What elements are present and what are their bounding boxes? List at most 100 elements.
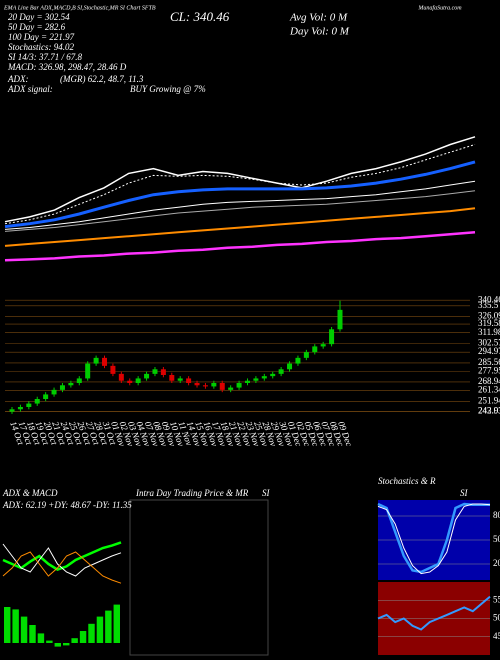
y-tick-label: 45: [493, 631, 500, 641]
bar: [79, 631, 87, 643]
y-tick-label: 285.56: [478, 357, 500, 367]
candle-body: [102, 357, 108, 366]
bar: [37, 633, 45, 643]
candle-body: [287, 363, 293, 370]
y-tick-label: 277.95: [478, 366, 500, 376]
line-series: [2, 551, 122, 584]
candle-body: [93, 357, 99, 364]
y-tick-label: 268.94: [478, 376, 500, 386]
signal-label: ADX signal:: [7, 84, 53, 94]
signal-value: BUY Growing @ 7%: [130, 84, 206, 94]
candle-body: [278, 369, 284, 374]
candle-body: [253, 378, 259, 381]
candle-body: [261, 376, 267, 379]
stat-line: SI 14/3: 37.71 / 67.8: [8, 52, 82, 62]
candle-body: [211, 383, 217, 387]
line-series: [4, 180, 476, 230]
candle-body: [34, 399, 40, 404]
bar: [88, 623, 95, 643]
site: MunafaSutra.com: [417, 4, 462, 11]
line-series: [4, 207, 476, 247]
bar: [105, 610, 112, 643]
intraday-title: Intra Day Trading Price & MR: [135, 488, 249, 498]
candle-body: [320, 344, 326, 347]
y-tick-label: 335.5: [478, 300, 499, 310]
y-tick-label: 243.03: [478, 406, 500, 416]
candle-body: [337, 309, 343, 330]
candle-body: [152, 369, 158, 374]
line-series: [2, 543, 122, 577]
y-tick-label: 80: [493, 510, 500, 520]
bar: [29, 625, 36, 643]
candle-body: [194, 383, 200, 386]
candle-body: [59, 385, 65, 390]
stat-line: MACD: 326.98, 298.47, 28.46 D: [7, 62, 127, 72]
line-series: [4, 144, 476, 225]
adx-label: ADX:: [7, 74, 29, 84]
candle-body: [76, 378, 82, 383]
line-series: [4, 190, 476, 232]
y-tick-label: 242.93: [478, 406, 500, 416]
candle-body: [68, 383, 74, 386]
line-series: [4, 231, 476, 262]
close: CL: 340.46: [170, 9, 230, 24]
y-tick-label: 50: [493, 534, 500, 544]
candle-body: [135, 378, 141, 383]
intraday-box: [129, 499, 269, 656]
day-vol: Day Vol: 0 M: [289, 26, 350, 38]
candle-body: [177, 378, 183, 381]
bar: [113, 604, 120, 643]
y-tick-label: 50: [493, 613, 500, 623]
stat-line: 50 Day = 282.6: [8, 22, 66, 32]
y-tick-label: 340.46: [478, 294, 500, 304]
candle-body: [26, 403, 32, 407]
bar: [4, 607, 11, 643]
candle-body: [312, 346, 318, 353]
candle-body: [9, 409, 15, 412]
line-series: [4, 160, 476, 229]
avg-vol: Avg Vol: 0 M: [289, 12, 348, 24]
candle-body: [127, 380, 133, 383]
candle-body: [244, 380, 250, 383]
bar: [12, 609, 19, 643]
stat-line: 20 Day = 302.54: [8, 12, 70, 22]
stat-line: 100 Day = 221.97: [8, 32, 75, 42]
line-series: [4, 136, 476, 223]
candle-body: [295, 357, 301, 364]
candle-body: [186, 378, 192, 383]
stat-line: Stochastics: 94.02: [8, 42, 74, 52]
candle-body: [17, 407, 23, 410]
adx-value: (MGR) 62.2, 48.7, 11.3: [60, 74, 144, 84]
bar: [96, 616, 104, 643]
candle-body: [160, 369, 166, 375]
bar: [71, 638, 78, 643]
candle-body: [85, 363, 91, 379]
candle-body: [219, 383, 225, 390]
intraday-subtitle: SI: [262, 488, 271, 498]
y-tick-label: 251.94: [478, 395, 500, 405]
y-tick-label: 326.09: [478, 311, 500, 321]
candle-body: [270, 373, 276, 377]
candle-body: [118, 373, 124, 381]
candle-body: [202, 385, 208, 387]
panel-subtitle: ADX: 62.19 +DY: 48.67 -DY: 11.35: [2, 500, 132, 510]
candle-body: [51, 389, 57, 395]
panel-title: ADX & MACD: [2, 488, 58, 498]
bar: [46, 640, 53, 643]
candle-body: [43, 394, 49, 399]
y-tick-label: 20: [493, 558, 500, 568]
panel-subtitle: SI: [460, 488, 469, 498]
y-tick-label: 311.98: [478, 327, 500, 337]
y-tick-label: 319.58: [478, 318, 500, 328]
line-series: [377, 503, 491, 575]
candle-body: [110, 365, 116, 374]
top-strip: EMA Line Bar ADX,MACD,B SI,Stochastic,MR…: [3, 5, 156, 11]
y-tick-label: 294.97: [478, 346, 500, 356]
candle-body: [236, 383, 242, 388]
y-tick-label: 302.57: [478, 338, 500, 348]
y-tick-label: 261.34: [478, 385, 500, 395]
candle-body: [303, 352, 309, 358]
bar: [20, 616, 28, 643]
candle-body: [144, 373, 150, 379]
